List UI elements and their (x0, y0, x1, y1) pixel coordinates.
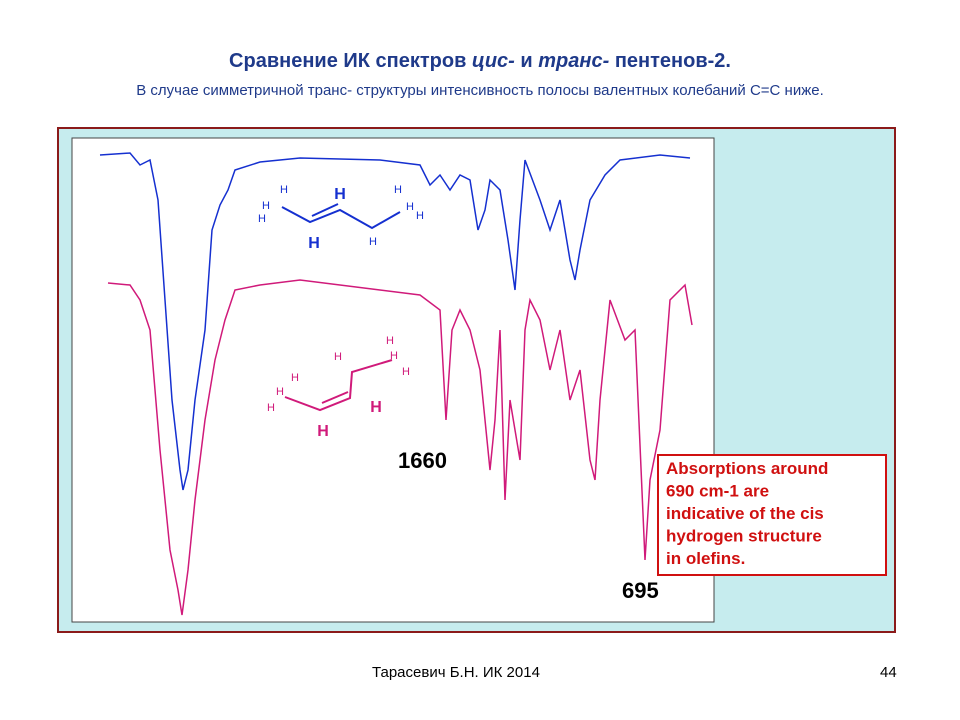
title-part: Сравнение ИК спектров (229, 50, 472, 72)
note-line: 690 cm-1 are (666, 482, 769, 501)
footer-author: Тарасевич Б.Н. ИК 2014 (372, 664, 540, 681)
atom-label: H (386, 335, 394, 347)
trans-spectrum (99, 152, 691, 491)
title-part: пентенов-2. (609, 50, 731, 72)
trans-bonds (281, 206, 401, 230)
atom-label: H (258, 213, 266, 225)
title-part: цис- (471, 50, 515, 72)
atom-label: H (402, 366, 410, 378)
double-bond (321, 391, 349, 404)
note-line: indicative of the cis (666, 504, 824, 523)
subtitle: В случае симметричной транс- структуры и… (136, 82, 824, 99)
atom-label: H (406, 201, 414, 213)
atom-label: H (390, 350, 398, 362)
note-line: Absorptions around (666, 459, 828, 478)
title-part: транс- (538, 50, 610, 72)
atom-label: H (317, 423, 329, 440)
atom-label: H (262, 200, 270, 212)
cis-bonds (284, 359, 393, 412)
atom-label: H (370, 399, 382, 416)
note-line: in olefins. (666, 549, 745, 568)
note-box (657, 454, 887, 576)
atom-label: H (394, 184, 402, 196)
cis-spectrum (107, 279, 693, 616)
atom-label: H (267, 402, 275, 414)
slide-title: Сравнение ИК спектров цис- и транс- пент… (0, 50, 960, 73)
title-part: и (514, 50, 539, 72)
double-bond (311, 203, 339, 217)
peak-label: 1660 (398, 448, 447, 473)
atom-label: H (334, 186, 346, 203)
page-number: 44 (880, 664, 897, 681)
spectrum-area (71, 137, 715, 623)
atom-label: H (334, 351, 342, 363)
atom-label: H (416, 210, 424, 222)
atom-label: H (276, 386, 284, 398)
atom-label: H (280, 184, 288, 196)
note-line: hydrogen structure (666, 527, 822, 546)
peak-label: 695 (622, 578, 659, 603)
atom-label: H (291, 372, 299, 384)
atom-label: H (369, 236, 377, 248)
atom-label: H (308, 235, 320, 252)
